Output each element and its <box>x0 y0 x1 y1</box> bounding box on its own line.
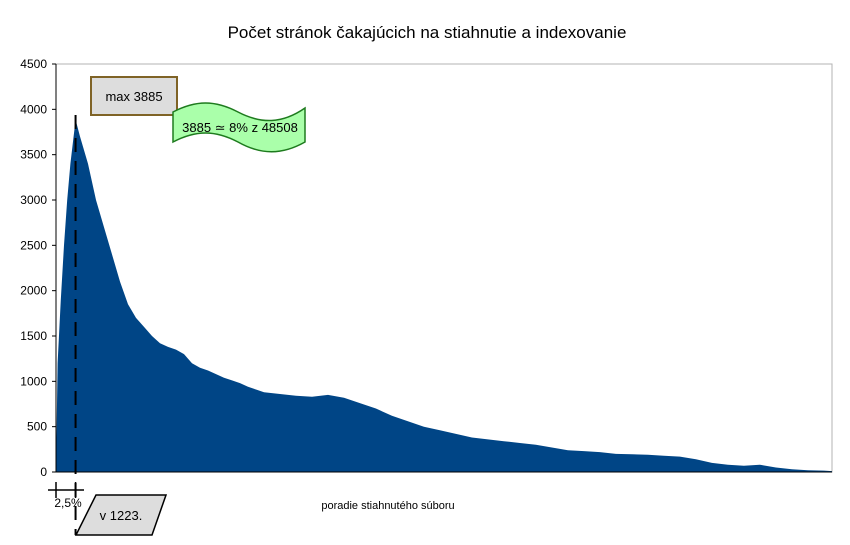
ratio-callout-banner <box>172 102 306 153</box>
position-callout-box <box>74 494 168 536</box>
y-tick-label: 4000 <box>20 102 47 116</box>
y-tick-label: 500 <box>27 420 47 434</box>
y-tick-label: 1500 <box>20 329 47 343</box>
percent-bracket: 2,5% <box>48 482 84 510</box>
max-callout-box <box>90 76 178 116</box>
position-callout: v 1223. <box>74 494 168 536</box>
max-callout-label: max 3885 <box>105 89 162 104</box>
y-tick-label: 3000 <box>20 193 47 207</box>
y-tick-label: 2500 <box>20 238 47 252</box>
percent-label: 2,5% <box>54 496 82 510</box>
ratio-callout: 3885 ≃ 8% z 48508 <box>172 102 306 153</box>
y-tick-label: 0 <box>40 465 47 479</box>
ratio-callout-label: 3885 ≃ 8% z 48508 <box>182 120 298 135</box>
position-callout-label: v 1223. <box>100 508 143 523</box>
y-tick-label: 4500 <box>20 57 47 71</box>
y-tick-label: 1000 <box>20 374 47 388</box>
chart-title: Počet stránok čakajúcich na stiahnutie a… <box>228 23 627 42</box>
y-tick-label: 3500 <box>20 148 47 162</box>
max-callout: max 3885 <box>90 76 178 116</box>
x-axis-label: poradie stiahnutého súboru <box>321 500 454 512</box>
y-axis: 0 500 1000 1500 2000 2500 3000 3500 4000 4500 <box>20 57 56 479</box>
series-area <box>56 119 832 473</box>
y-tick-label: 2000 <box>20 284 47 298</box>
